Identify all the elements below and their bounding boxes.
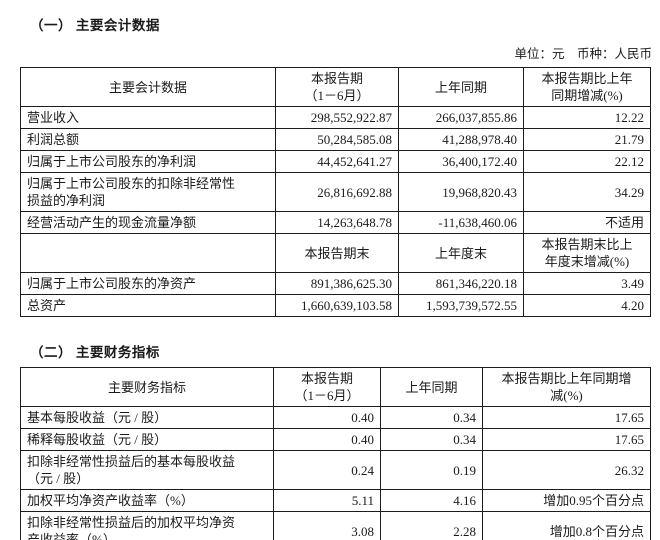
current-period-value: 0.24 <box>273 450 381 490</box>
change-value: 26.32 <box>482 450 651 490</box>
row-label: 归属于上市公司股东的扣除非经常性 损益的净利润 <box>20 172 276 212</box>
section1-title: （一） 主要会计数据 <box>30 18 160 33</box>
prior-period-value: 1,593,739,572.55 <box>398 294 524 317</box>
change-value: 21.79 <box>523 128 651 151</box>
change-value: 增加0.95个百分点 <box>482 489 651 512</box>
change-value: 22.12 <box>523 150 651 173</box>
prior-period-value: 861,346,220.18 <box>398 272 524 295</box>
column-header: 上年同期 <box>380 367 483 407</box>
column-header: 上年同期 <box>398 67 524 107</box>
column-header: 主要会计数据 <box>20 67 276 107</box>
column-header: 本报告期比上年同期增 减(%) <box>482 367 651 407</box>
row-label: 加权平均净资产收益率（%） <box>20 489 274 512</box>
column-header: 本报告期 （1－6月） <box>275 67 399 107</box>
row-label: 利润总额 <box>20 128 276 151</box>
prior-period-value: -11,638,460.06 <box>398 211 524 234</box>
column-header: 本报告期末比上 年度末增减(%) <box>523 233 651 273</box>
current-period-value: 50,284,585.08 <box>275 128 399 151</box>
change-value: 不适用 <box>523 211 651 234</box>
column-header: 上年度末 <box>398 233 524 273</box>
currency-unit-line: 单位：元 币种：人民币 <box>514 47 652 61</box>
current-period-value: 891,386,625.30 <box>275 272 399 295</box>
column-header: 主要财务指标 <box>20 367 274 407</box>
row-label: 基本每股收益（元 / 股） <box>20 406 274 429</box>
accounting-data-table: 主要会计数据 本报告期 （1－6月） 上年同期 本报告期比上年 同期增减(%) … <box>20 67 651 317</box>
current-period-value: 5.11 <box>273 489 381 512</box>
column-header: 本报告期比上年 同期增减(%) <box>523 67 651 107</box>
change-value: 12.22 <box>523 106 651 129</box>
table-row: 扣除非经常性损益后的基本每股收益 （元 / 股） 0.24 0.19 26.32 <box>20 450 651 490</box>
row-label: 归属于上市公司股东的净资产 <box>20 272 276 295</box>
table-subheader-row: 本报告期末 上年度末 本报告期末比上 年度末增减(%) <box>20 233 651 273</box>
column-header: 本报告期 （1－6月） <box>273 367 381 407</box>
change-value: 增加0.8个百分点 <box>482 511 651 540</box>
prior-period-value: 36,400,172.40 <box>398 150 524 173</box>
row-label: 总资产 <box>20 294 276 317</box>
current-period-value: 1,660,639,103.58 <box>275 294 399 317</box>
prior-period-value: 4.16 <box>380 489 483 512</box>
table-row: 总资产 1,660,639,103.58 1,593,739,572.55 4.… <box>20 294 651 317</box>
empty-cell <box>20 233 276 273</box>
prior-period-value: 2.28 <box>380 511 483 540</box>
change-value: 3.49 <box>523 272 651 295</box>
row-label: 归属于上市公司股东的净利润 <box>20 150 276 173</box>
table-row: 加权平均净资产收益率（%） 5.11 4.16 增加0.95个百分点 <box>20 489 651 512</box>
section2-title: （二） 主要财务指标 <box>30 345 160 360</box>
table-row: 稀释每股收益（元 / 股） 0.40 0.34 17.65 <box>20 428 651 451</box>
prior-period-value: 41,288,978.40 <box>398 128 524 151</box>
table-row: 基本每股收益（元 / 股） 0.40 0.34 17.65 <box>20 406 651 429</box>
table-header-row: 主要会计数据 本报告期 （1－6月） 上年同期 本报告期比上年 同期增减(%) <box>20 67 651 107</box>
table-row: 扣除非经常性损益后的加权平均净资 产收益率（%） 3.08 2.28 增加0.8… <box>20 511 651 540</box>
change-value: 17.65 <box>482 428 651 451</box>
prior-period-value: 19,968,820.43 <box>398 172 524 212</box>
current-period-value: 44,452,641.27 <box>275 150 399 173</box>
current-period-value: 0.40 <box>273 428 381 451</box>
row-label: 经营活动产生的现金流量净额 <box>20 211 276 234</box>
current-period-value: 26,816,692.88 <box>275 172 399 212</box>
prior-period-value: 0.34 <box>380 428 483 451</box>
table-row: 利润总额 50,284,585.08 41,288,978.40 21.79 <box>20 128 651 151</box>
row-label: 扣除非经常性损益后的基本每股收益 （元 / 股） <box>20 450 274 490</box>
table-row: 归属于上市公司股东的净资产 891,386,625.30 861,346,220… <box>20 272 651 295</box>
table-row: 归属于上市公司股东的净利润 44,452,641.27 36,400,172.4… <box>20 150 651 173</box>
current-period-value: 0.40 <box>273 406 381 429</box>
current-period-value: 3.08 <box>273 511 381 540</box>
prior-period-value: 266,037,855.86 <box>398 106 524 129</box>
table-header-row: 主要财务指标 本报告期 （1－6月） 上年同期 本报告期比上年同期增 减(%) <box>20 367 651 407</box>
row-label: 扣除非经常性损益后的加权平均净资 产收益率（%） <box>20 511 274 540</box>
change-value: 34.29 <box>523 172 651 212</box>
prior-period-value: 0.19 <box>380 450 483 490</box>
financial-indicators-table: 主要财务指标 本报告期 （1－6月） 上年同期 本报告期比上年同期增 减(%) … <box>20 367 651 540</box>
column-header: 本报告期末 <box>275 233 399 273</box>
change-value: 4.20 <box>523 294 651 317</box>
row-label: 稀释每股收益（元 / 股） <box>20 428 274 451</box>
current-period-value: 14,263,648.78 <box>275 211 399 234</box>
change-value: 17.65 <box>482 406 651 429</box>
current-period-value: 298,552,922.87 <box>275 106 399 129</box>
row-label: 营业收入 <box>20 106 276 129</box>
table-row: 营业收入 298,552,922.87 266,037,855.86 12.22 <box>20 106 651 129</box>
table-row: 归属于上市公司股东的扣除非经常性 损益的净利润 26,816,692.88 19… <box>20 172 651 212</box>
table-row: 经营活动产生的现金流量净额 14,263,648.78 -11,638,460.… <box>20 211 651 234</box>
prior-period-value: 0.34 <box>380 406 483 429</box>
